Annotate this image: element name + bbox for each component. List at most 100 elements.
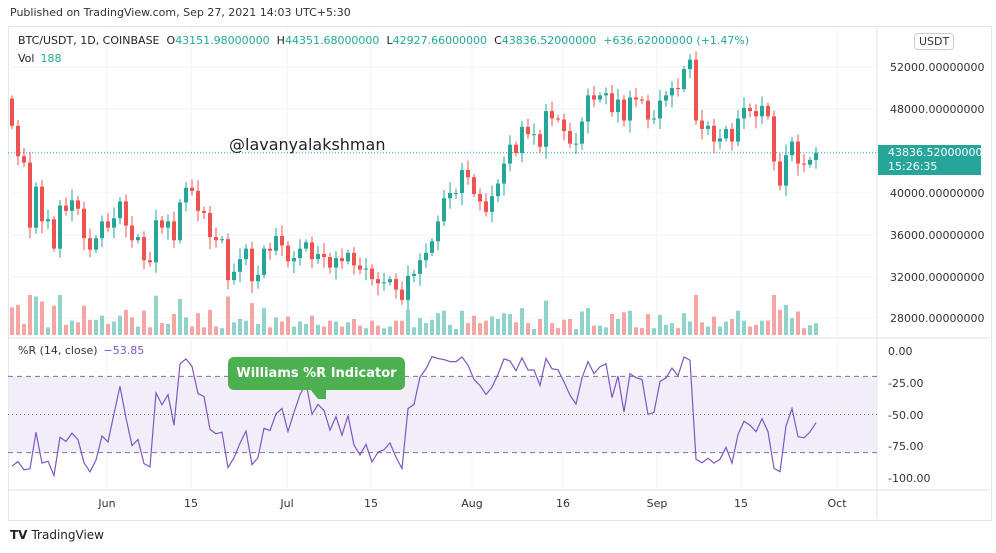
volume-bar (640, 328, 644, 335)
last-price: 43836.52000000 (888, 146, 983, 159)
tradingview-logo[interactable]: TV TradingView (10, 528, 104, 542)
volume-bar (16, 304, 20, 335)
candle-body (808, 159, 812, 165)
bar-countdown: 15:26:35 (888, 160, 938, 173)
volume-bar (184, 317, 188, 335)
volume-bar (526, 323, 530, 335)
candle-body (10, 98, 14, 126)
candle-body (22, 156, 26, 163)
candle-body (232, 271, 236, 281)
candle-body (670, 88, 674, 96)
volume-bar (484, 320, 488, 335)
wr-label: -25.00 (888, 377, 924, 390)
tv-logo-icon: TV (10, 528, 28, 542)
volume-bar (82, 305, 86, 335)
symbol-label[interactable]: BTC/USDT, 1D, COINBASE (18, 34, 160, 47)
time-label: Jul (280, 497, 294, 510)
volume-bar (238, 319, 242, 335)
volume-bar (724, 321, 728, 335)
volume-value: 188 (40, 52, 62, 65)
candle-body (472, 177, 476, 195)
volume-bar (796, 311, 800, 335)
candle-body (664, 95, 668, 101)
candle-body (508, 144, 512, 164)
candle-body (322, 253, 326, 258)
time-label: Sep (646, 497, 668, 510)
candle-body (802, 163, 806, 165)
volume-bar (418, 318, 422, 335)
volume-bar (580, 311, 584, 335)
candle-body (370, 268, 374, 280)
volume-bar (466, 323, 470, 335)
volume-bar (544, 300, 548, 335)
indicator-name[interactable]: %R (14, close) (18, 344, 98, 357)
candle-body (88, 238, 92, 250)
candle-body (616, 99, 620, 113)
candle-body (586, 95, 590, 122)
candle-body (682, 69, 686, 90)
volume-bar (766, 320, 770, 335)
currency-button[interactable]: USDT (914, 33, 955, 50)
candle-body (358, 265, 362, 270)
candle-body (550, 111, 554, 119)
volume-bar (244, 320, 248, 335)
volume-bar (64, 324, 68, 335)
volume-bar (34, 296, 38, 335)
candle-body (190, 187, 194, 191)
candle-body (718, 138, 722, 142)
candle-body (262, 248, 266, 275)
candle-body (580, 121, 584, 144)
candle-body (310, 242, 314, 260)
candle-body (394, 279, 398, 290)
volume-bar (646, 314, 650, 335)
volume-bar (256, 324, 260, 335)
volume-bar (778, 309, 782, 335)
candle-body (592, 95, 596, 100)
wr-label: -75.00 (888, 440, 924, 453)
candle-body (292, 258, 296, 262)
candle-body (568, 131, 572, 144)
candle-body (430, 241, 434, 253)
candle-body (454, 193, 458, 194)
candle-body (154, 220, 158, 263)
volume-bar (136, 326, 140, 335)
volume-bar (178, 299, 182, 335)
volume-bar (406, 309, 410, 335)
volume-bar (808, 325, 812, 335)
candle-body (712, 125, 716, 142)
candle-body (376, 279, 380, 284)
volume-bar (634, 327, 638, 335)
candle-body (256, 274, 260, 282)
candle-body (628, 97, 632, 121)
candle-body (382, 282, 386, 284)
price-label: 28000.00000000 (890, 312, 985, 325)
candle-body (676, 88, 680, 90)
candle-body (226, 239, 230, 281)
candle-body (574, 143, 578, 145)
published-text: Published on TradingView.com, Sep 27, 20… (10, 6, 351, 19)
volume-bar (424, 323, 428, 335)
volume-bar (76, 322, 80, 335)
candle-body (418, 260, 422, 274)
candle-body (202, 210, 206, 213)
volume-bar (574, 329, 578, 335)
volume-bar (358, 325, 362, 335)
volume-bar (118, 315, 122, 335)
candle-body (16, 125, 20, 157)
volume-bar (532, 329, 536, 335)
volume-bar (40, 301, 44, 335)
candle-body (478, 194, 482, 202)
candle-body (148, 260, 152, 263)
close-label: C (494, 34, 502, 47)
candle-body (340, 258, 344, 262)
time-label: 15 (184, 497, 198, 510)
time-label: 16 (556, 497, 570, 510)
volume-bar (682, 313, 686, 335)
volume-bar (112, 321, 116, 335)
low-value: 42927.66000000 (392, 34, 488, 47)
candle-body (208, 212, 212, 238)
volume-bar (94, 319, 98, 335)
last-price-badge: 43836.52000000 15:26:35 (878, 145, 983, 175)
volume-bar (676, 328, 680, 335)
